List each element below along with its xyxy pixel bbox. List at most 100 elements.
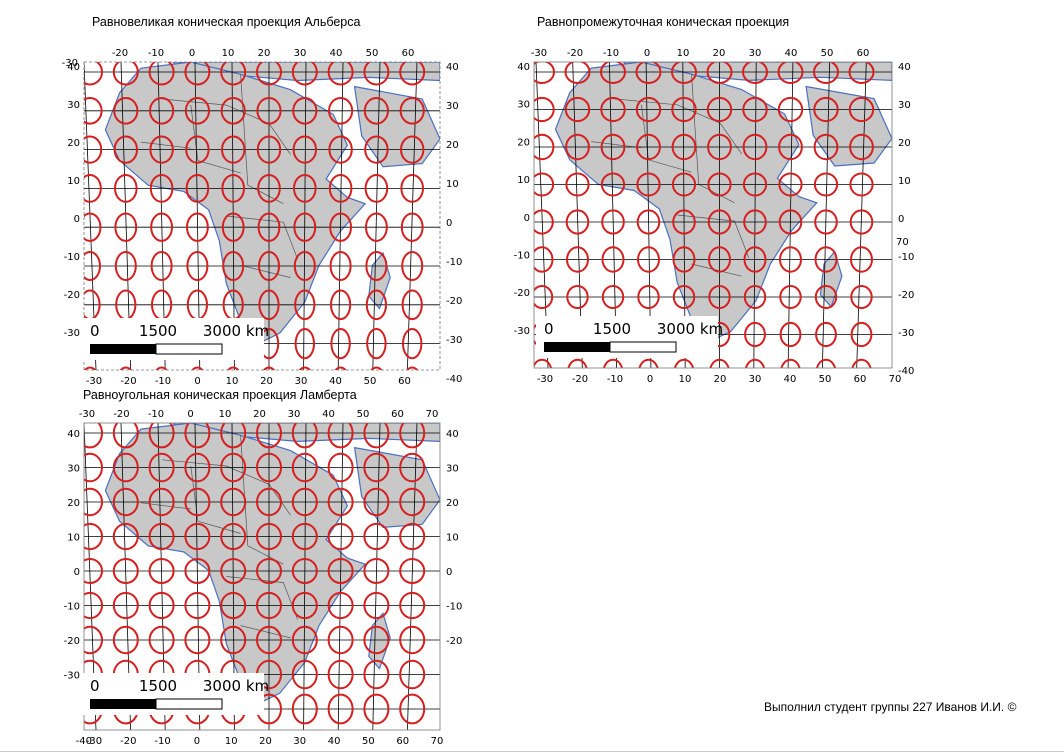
left-tick-label: -20	[64, 636, 80, 647]
tissot-ellipse	[406, 366, 419, 370]
tissot-ellipse	[708, 246, 731, 273]
tissot-ellipse	[256, 97, 282, 125]
bottom-tick-label: 70	[889, 374, 902, 385]
right-tick-label: -20	[446, 296, 462, 307]
land-arabia	[353, 85, 440, 168]
scale-bar-label: 3000 km	[657, 320, 723, 338]
map-panel-equidistant: -30 -20 -10 0 10 20 30 40 50 60 -30 -20 -10 0 10 20 30 40…	[512, 40, 915, 385]
top-tick-label: 60	[402, 48, 415, 59]
tissot-ellipse	[709, 358, 730, 368]
tissot-ellipse	[601, 209, 625, 235]
tissot-ellipse	[815, 358, 837, 368]
bottom-tick-label: 10	[225, 736, 238, 747]
tissot-ellipse	[148, 423, 175, 449]
scale-bar-label: 1500	[593, 320, 631, 338]
tissot-ellipse	[707, 209, 732, 235]
tissot-ellipse	[84, 423, 103, 449]
tissot-ellipse	[220, 97, 246, 125]
tissot-ellipse	[671, 133, 697, 161]
bottom-tick-label: -20	[120, 376, 136, 387]
tissot-ellipse	[363, 423, 390, 449]
tissot-ellipse	[364, 135, 389, 164]
country-border	[162, 459, 291, 516]
tissot-ellipse	[148, 625, 175, 655]
tissot-ellipse	[148, 452, 175, 483]
left-tick-label: -30	[64, 671, 80, 682]
tissot-ellipse	[600, 133, 626, 161]
tissot-ellipse	[534, 96, 555, 123]
tissot-ellipse	[363, 693, 390, 725]
tissot-ellipse	[291, 487, 318, 517]
top-tick-label: 0	[189, 48, 195, 59]
tissot-ellipse	[155, 366, 168, 370]
tissot-ellipse	[399, 452, 426, 483]
tissot-ellipse	[114, 251, 137, 281]
tissot-ellipse	[778, 209, 803, 235]
tissot-ellipse	[366, 328, 387, 360]
tissot-ellipse	[638, 358, 659, 368]
top-tick-label: 30	[294, 48, 307, 59]
tissot-ellipse	[564, 96, 591, 123]
tissot-ellipse	[184, 625, 211, 655]
tissot-ellipse	[220, 558, 247, 584]
tissot-ellipse	[293, 212, 317, 242]
tissot-ellipse	[399, 625, 426, 655]
country-border	[140, 141, 191, 149]
tissot-ellipse	[113, 97, 139, 125]
tissot-ellipse	[778, 133, 803, 161]
tissot-ellipse	[400, 212, 424, 242]
scale-bar-white-segment	[155, 343, 223, 355]
right-tick-label: -20	[898, 290, 914, 301]
right-tick-label: -20	[446, 636, 462, 647]
right-tick-label: -10	[446, 602, 462, 613]
tissot-ellipse	[365, 251, 388, 281]
tissot-ellipse	[671, 96, 697, 123]
tissot-ellipse	[149, 135, 174, 164]
top-tick-label: 40	[330, 48, 343, 59]
tissot-ellipse	[84, 625, 103, 655]
tissot-ellipse	[114, 212, 138, 242]
right-tick-label: 10	[446, 179, 459, 190]
tissot-ellipse	[186, 251, 209, 281]
tissot-ellipse	[815, 321, 837, 348]
tissot-ellipse	[600, 172, 626, 197]
top-tick-label: 50	[821, 48, 834, 59]
top-tick-label: 60	[857, 48, 870, 59]
top-tick-label: -10	[148, 409, 164, 420]
left-tick-label: 40	[67, 429, 80, 440]
tissot-ellipse	[256, 558, 282, 584]
tissot-ellipse	[602, 358, 624, 368]
tissot-ellipse	[813, 133, 839, 161]
right-tick-label: 30	[446, 101, 459, 112]
tissot-ellipse	[256, 62, 282, 86]
tissot-ellipse	[148, 62, 175, 86]
footer-credit: Выполнил студент группы 227 Иванов И.И. …	[764, 700, 1017, 714]
top-tick-label: 20	[713, 48, 726, 59]
tissot-ellipse	[363, 452, 390, 483]
extra-tick-label: 70	[896, 237, 909, 248]
left-tick-label: 20	[517, 137, 530, 148]
top-tick-label: 30	[749, 48, 762, 59]
tissot-ellipse	[566, 285, 589, 309]
map-svg-albers: -20 -10 0 10 20 30 40 50 60 -30 -20 -10 0 10 20 30 40 50 6…	[62, 48, 463, 387]
tissot-ellipse	[84, 174, 102, 203]
tissot-ellipse	[148, 522, 175, 551]
top-tick-label: -30	[79, 409, 95, 420]
tissot-ellipse	[779, 285, 802, 309]
scale-bar-black-segment	[544, 342, 610, 352]
bottom-tick-label: -20	[572, 374, 588, 385]
left-tick-label: -30	[64, 328, 80, 339]
tissot-ellipse	[257, 174, 281, 203]
tissot-ellipse	[601, 246, 625, 273]
left-tick-label: -20	[514, 288, 530, 299]
tissot-ellipse	[291, 625, 318, 655]
land-africa	[104, 62, 367, 347]
tissot-ellipse	[671, 62, 697, 84]
tissot-ellipse	[185, 135, 210, 164]
tissot-ellipse	[706, 96, 733, 123]
left-tick-label: 30	[67, 464, 80, 475]
tissot-ellipse	[565, 133, 590, 161]
tissot-ellipse	[112, 625, 139, 655]
tissot-ellipse	[112, 522, 139, 551]
bottom-tick-label: 10	[679, 374, 692, 385]
